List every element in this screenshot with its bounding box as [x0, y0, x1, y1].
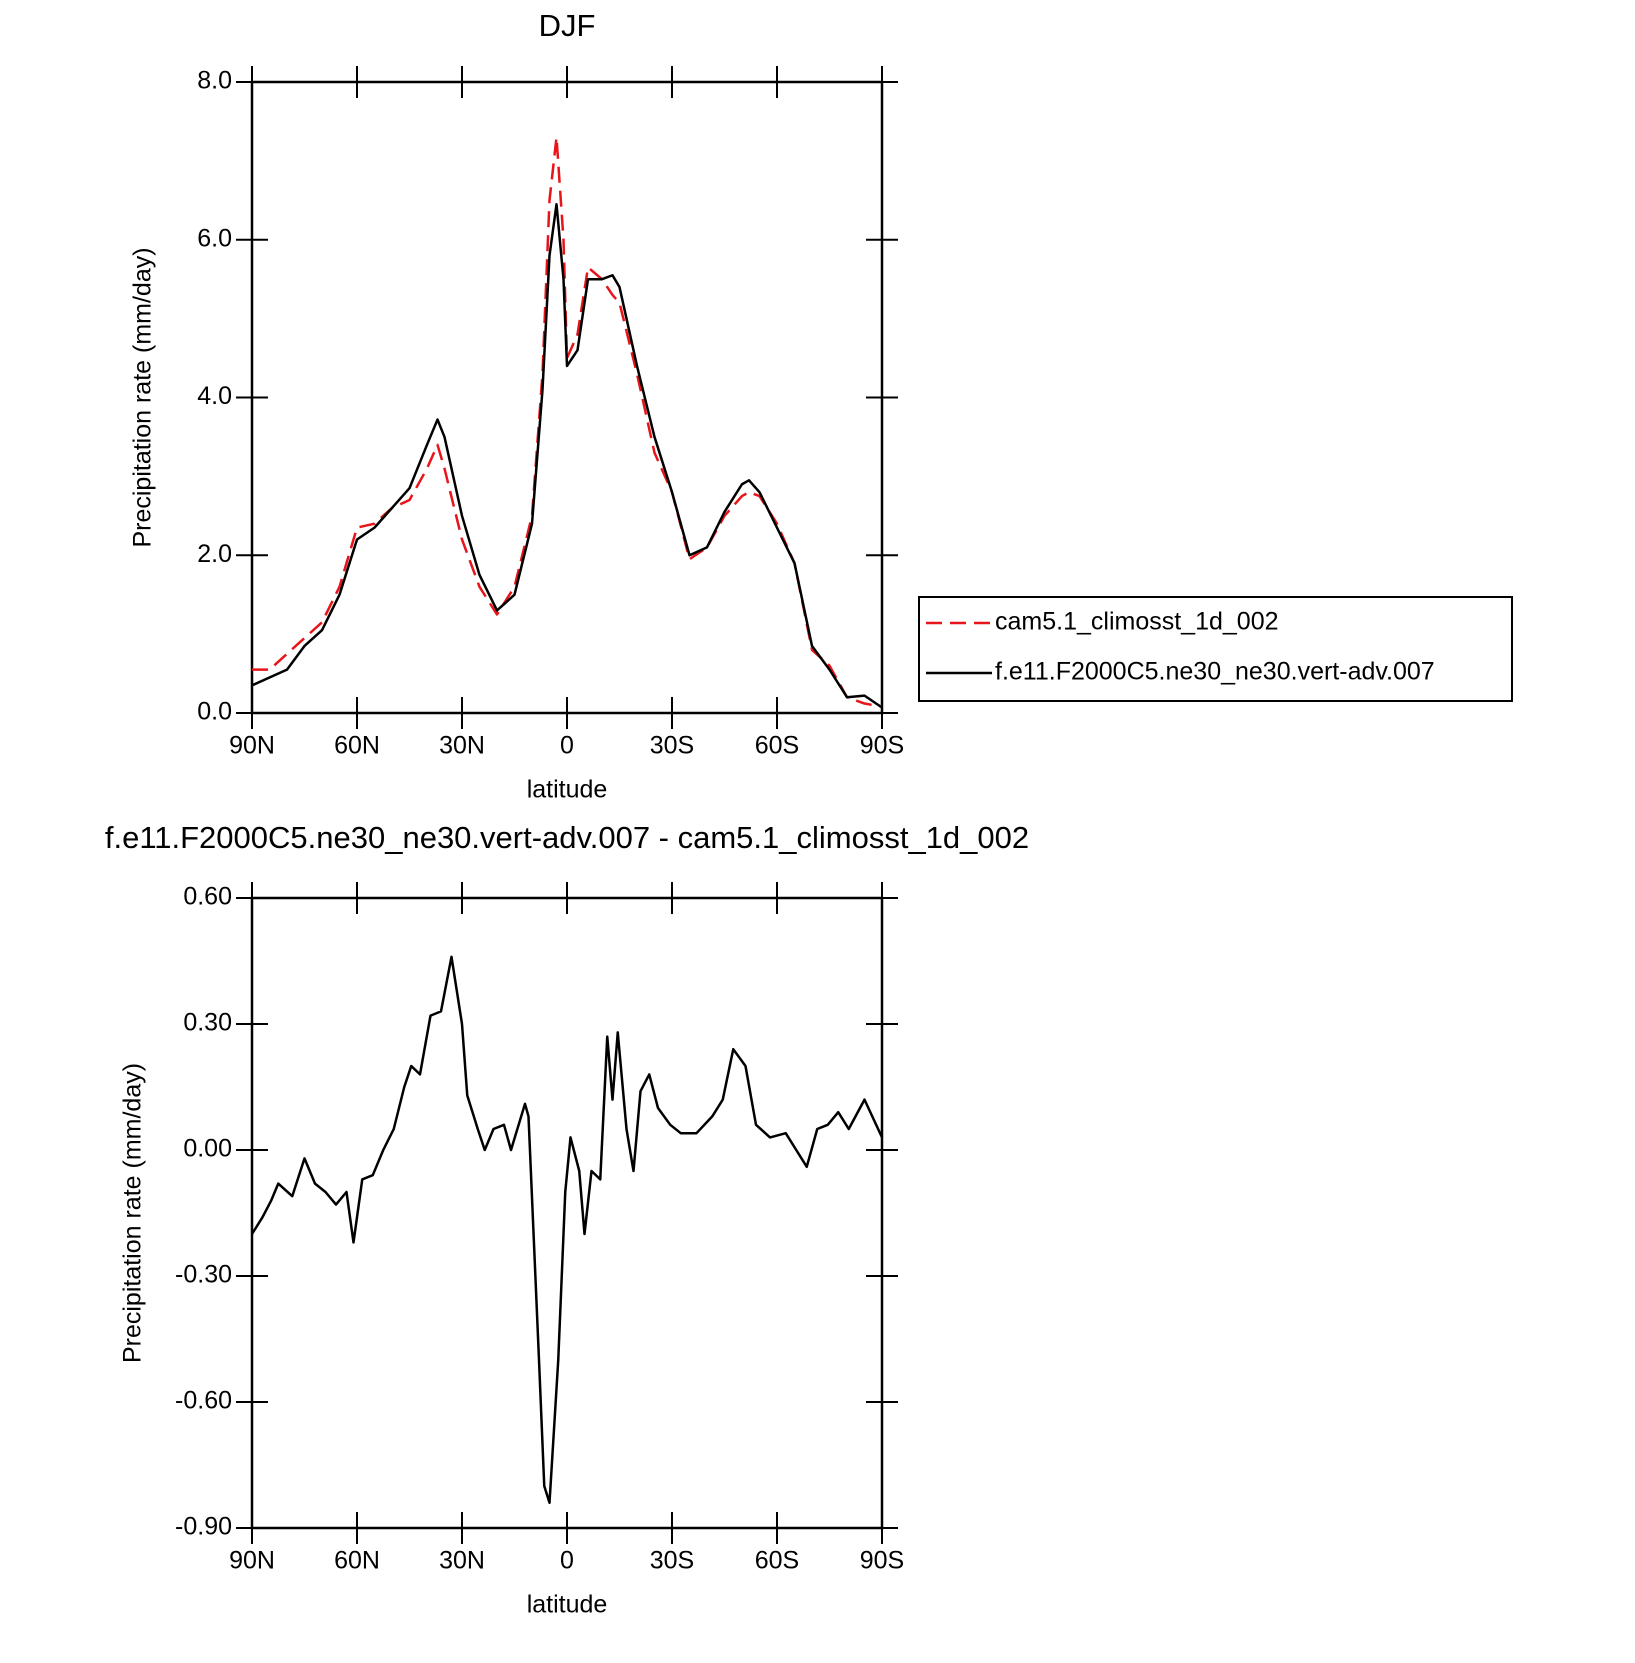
- x-tick-label: 90N: [229, 1547, 275, 1575]
- y-tick-label: 0.60: [183, 883, 232, 911]
- legend-box: [918, 596, 1513, 702]
- data-line: [252, 135, 883, 708]
- x-tick-label: 60N: [334, 732, 380, 760]
- x-tick-label: 30S: [650, 732, 694, 760]
- x-axis-label: latitude: [527, 1591, 608, 1619]
- y-tick-label: 0.00: [183, 1135, 232, 1163]
- chart-title: f.e11.F2000C5.ne30_ne30.vert-adv.007 - c…: [105, 820, 1029, 855]
- data-line: [250, 955, 884, 1505]
- x-tick-label: 30N: [439, 732, 485, 760]
- plot-frame: [250, 896, 884, 1530]
- y-tick-label: -0.90: [175, 1513, 232, 1541]
- x-tick-label: 60S: [755, 732, 799, 760]
- y-tick-label: 0.0: [197, 698, 232, 726]
- legend-label: cam5.1_climosst_1d_002: [995, 608, 1279, 636]
- y-tick-label: -0.60: [175, 1387, 232, 1415]
- x-tick-label: 30N: [439, 1547, 485, 1575]
- y-tick-label: 6.0: [197, 224, 232, 252]
- x-tick-label: 90S: [860, 1547, 904, 1575]
- plot-frame: [250, 80, 884, 715]
- y-tick-label: -0.30: [175, 1261, 232, 1289]
- y-tick-label: 8.0: [197, 67, 232, 95]
- y-axis-label: Precipitation rate (mm/day): [129, 247, 157, 547]
- y-tick-label: 2.0: [197, 540, 232, 568]
- x-tick-label: 60N: [334, 1547, 380, 1575]
- data-line: [251, 203, 883, 709]
- y-axis-label: Precipitation rate (mm/day): [119, 1063, 147, 1363]
- chart-title: DJF: [539, 8, 596, 43]
- x-tick-label: 0: [560, 1547, 574, 1575]
- legend-label: f.e11.F2000C5.ne30_ne30.vert-adv.007: [995, 658, 1435, 686]
- x-tick-label: 90N: [229, 732, 275, 760]
- x-tick-label: 60S: [755, 1547, 799, 1575]
- x-axis-label: latitude: [527, 776, 608, 804]
- x-tick-label: 30S: [650, 1547, 694, 1575]
- x-tick-label: 90S: [860, 732, 904, 760]
- y-tick-label: 0.30: [183, 1009, 232, 1037]
- y-tick-label: 4.0: [197, 382, 232, 410]
- x-tick-label: 0: [560, 732, 574, 760]
